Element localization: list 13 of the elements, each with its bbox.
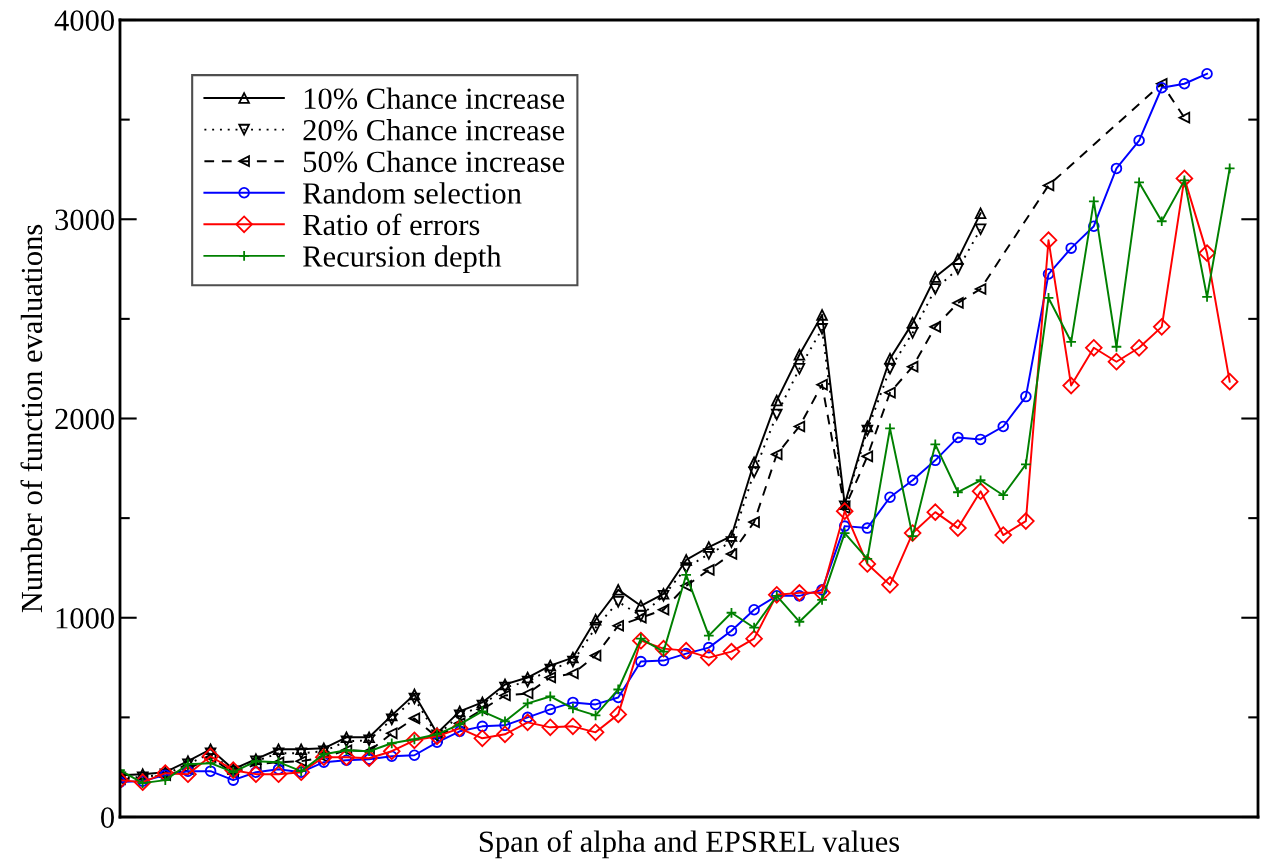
- legend-label: 20% Chance increase: [303, 119, 565, 141]
- x-axis-title: Span of alpha and EPSREL values: [479, 830, 900, 859]
- y-axis-title: Number of function evaluations: [20, 224, 43, 613]
- legend-label: 50% Chance increase: [303, 150, 565, 173]
- legend-label: Recursion depth: [303, 245, 502, 274]
- legend-label: 10% Chance increase: [304, 87, 565, 110]
- y-tick-label: 3000: [55, 209, 114, 231]
- y-tick-label: 0: [101, 807, 114, 828]
- legend-label: Ratio of errors: [303, 213, 480, 236]
- y-tick-label: 1000: [56, 608, 114, 629]
- legend-label: Random selection: [303, 182, 522, 204]
- y-tick-label: 2000: [55, 408, 114, 430]
- y-tick-label: 4000: [54, 10, 114, 31]
